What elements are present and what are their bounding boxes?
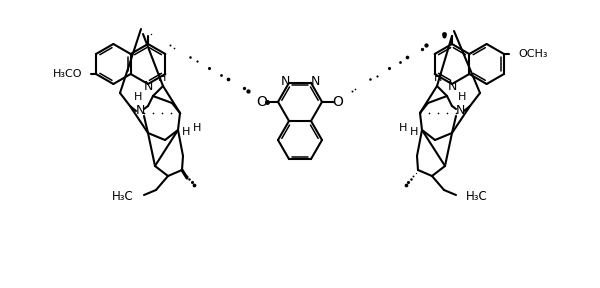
Text: N: N <box>310 75 320 88</box>
Text: H₃CO: H₃CO <box>53 69 82 79</box>
Text: O: O <box>332 95 343 109</box>
Text: O: O <box>257 95 268 109</box>
Text: H: H <box>458 92 466 102</box>
Text: OCH₃: OCH₃ <box>518 49 547 59</box>
Text: N: N <box>136 105 145 118</box>
Text: H: H <box>134 92 142 102</box>
Text: N: N <box>143 81 152 94</box>
Text: H: H <box>410 127 418 137</box>
Text: H₃C: H₃C <box>112 190 134 202</box>
Text: N: N <box>455 105 464 118</box>
Text: H: H <box>399 123 407 133</box>
Text: H₃C: H₃C <box>466 190 488 202</box>
Text: N: N <box>448 81 457 94</box>
Text: H: H <box>182 127 190 137</box>
Text: H: H <box>193 123 201 133</box>
Text: N: N <box>280 75 290 88</box>
Text: H: H <box>158 73 166 83</box>
Text: H: H <box>434 73 442 83</box>
